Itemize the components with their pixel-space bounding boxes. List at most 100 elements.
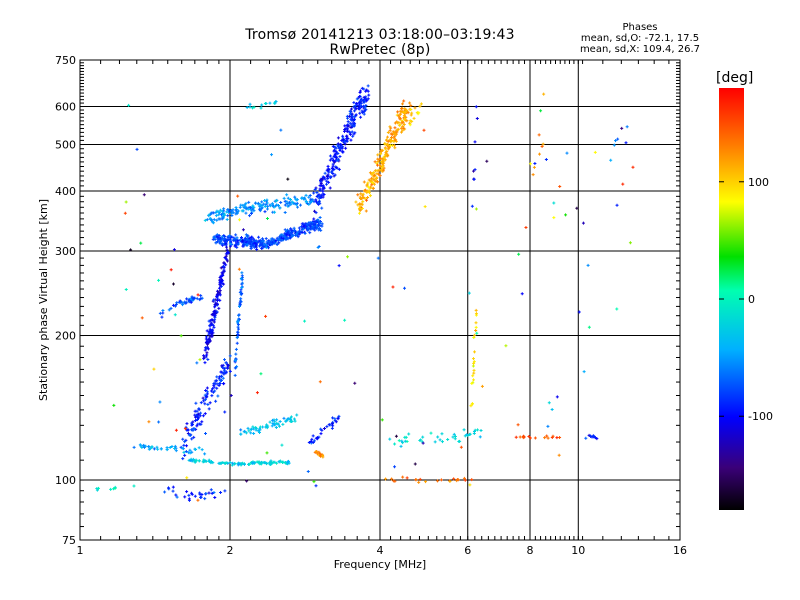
data-point	[187, 497, 191, 501]
data-point	[299, 203, 303, 207]
data-point	[252, 432, 256, 436]
data-point	[421, 435, 425, 439]
data-point	[362, 180, 366, 184]
data-point	[383, 142, 387, 146]
data-point	[327, 180, 331, 184]
data-point	[358, 211, 362, 215]
data-point	[436, 479, 440, 483]
data-point	[139, 241, 143, 245]
data-point	[182, 443, 186, 447]
data-point	[129, 248, 133, 252]
data-point	[255, 460, 259, 464]
data-point	[269, 237, 273, 241]
data-point	[336, 142, 340, 146]
data-point	[273, 420, 277, 424]
data-point	[192, 435, 196, 439]
data-point	[348, 121, 352, 125]
data-point	[349, 126, 353, 130]
data-point	[301, 227, 305, 231]
data-point	[325, 179, 329, 183]
data-point	[332, 168, 336, 172]
data-point	[418, 104, 422, 108]
data-point	[202, 354, 206, 358]
data-point	[295, 413, 299, 417]
data-point	[135, 147, 139, 151]
data-point	[144, 444, 148, 448]
data-point	[367, 191, 371, 195]
data-point	[170, 445, 174, 449]
data-point	[218, 237, 222, 241]
data-point	[404, 115, 408, 119]
data-point	[531, 173, 535, 177]
data-point	[478, 435, 482, 439]
data-point	[472, 335, 476, 339]
data-point	[429, 431, 433, 435]
data-point	[278, 459, 282, 463]
data-point	[186, 431, 190, 435]
data-point	[346, 255, 350, 259]
data-point	[222, 372, 226, 376]
data-point	[372, 171, 376, 175]
data-point	[283, 211, 287, 215]
data-point	[362, 100, 366, 104]
data-point	[318, 202, 322, 206]
data-point	[405, 119, 409, 123]
data-point	[238, 299, 242, 303]
data-point	[473, 350, 477, 354]
data-point	[205, 395, 209, 399]
data-point	[280, 443, 284, 447]
data-point	[217, 384, 221, 388]
data-point	[412, 116, 416, 120]
data-point	[375, 172, 379, 176]
data-point	[194, 401, 198, 405]
data-point	[173, 444, 177, 448]
data-point	[243, 236, 247, 240]
data-point	[223, 489, 227, 493]
data-point	[311, 440, 315, 444]
data-point	[326, 176, 330, 180]
data-point	[527, 435, 531, 439]
data-point	[504, 344, 508, 348]
data-point	[124, 200, 128, 204]
data-point	[448, 479, 452, 483]
data-point	[400, 102, 404, 106]
data-point	[174, 302, 178, 306]
data-point	[333, 417, 337, 421]
title-line-2: RwPretec (8p)	[329, 42, 431, 58]
data-point	[208, 323, 212, 327]
data-point	[479, 429, 483, 433]
data-point	[358, 95, 362, 99]
data-point	[234, 358, 238, 362]
data-point	[268, 241, 272, 245]
data-point	[319, 432, 323, 436]
data-point	[365, 190, 369, 194]
data-point	[309, 440, 313, 444]
data-point	[331, 416, 335, 420]
data-point	[394, 434, 398, 438]
data-point	[360, 109, 364, 113]
data-point	[187, 493, 191, 497]
data-point	[371, 180, 375, 184]
data-point	[218, 298, 222, 302]
data-point	[259, 372, 263, 376]
data-point	[157, 278, 161, 282]
data-point	[260, 103, 264, 107]
data-point	[236, 319, 240, 323]
data-point	[386, 139, 390, 143]
data-point	[309, 197, 313, 201]
data-point	[517, 252, 521, 256]
data-point	[376, 256, 380, 260]
data-point	[237, 327, 241, 331]
data-point	[207, 458, 211, 462]
data-point	[384, 477, 388, 481]
data-point	[213, 495, 217, 499]
y-tick-label: 600	[55, 101, 76, 114]
data-point	[345, 136, 349, 140]
x-tick-label: 10	[571, 544, 585, 557]
data-point	[336, 151, 340, 155]
data-point	[367, 178, 371, 182]
data-point	[456, 478, 460, 482]
data-point	[325, 174, 329, 178]
data-point	[224, 254, 228, 258]
data-point	[217, 286, 221, 290]
